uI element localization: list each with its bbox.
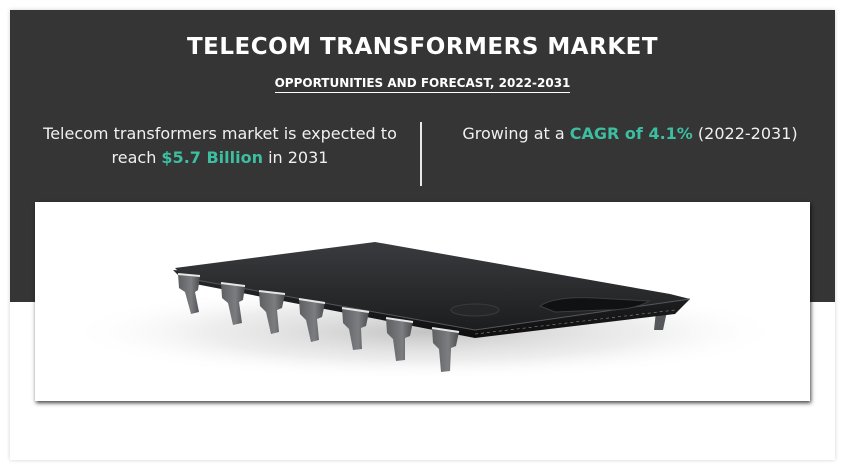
market-size-value: $5.7 Billion [161,148,263,167]
infographic-card: TELECOM TRANSFORMERS MARKET OPPORTUNITIE… [10,10,835,460]
subtitle-text: OPPORTUNITIES AND FORECAST, 2022-2031 [274,76,571,93]
product-image-frame [35,202,810,401]
cagr-text-after: (2022-2031) [692,124,798,143]
cagr-text-before: Growing at a [462,124,570,143]
transformer-chip-icon [65,242,785,380]
chip-legs [177,273,460,372]
cagr-value: CAGR of 4.1% [569,124,693,143]
cagr-stat: Growing at a CAGR of 4.1% (2022-2031) [430,122,830,146]
market-size-text-before: Telecom transformers market is expected … [43,124,397,167]
market-size-stat: Telecom transformers market is expected … [30,122,410,170]
page-subtitle: OPPORTUNITIES AND FORECAST, 2022-2031 [10,72,835,93]
page-title: TELECOM TRANSFORMERS MARKET [186,34,659,60]
market-size-text-after: in 2031 [262,148,329,167]
stats-divider [420,122,422,186]
